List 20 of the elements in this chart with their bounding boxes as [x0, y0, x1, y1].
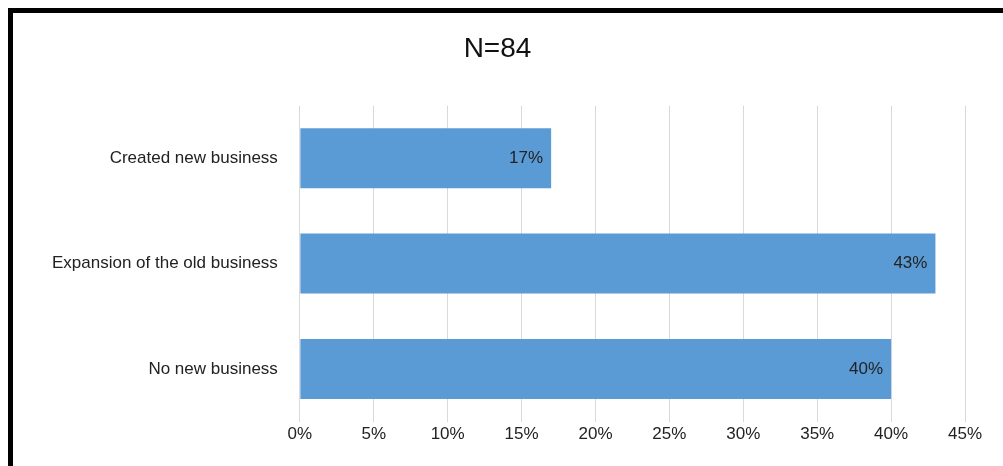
x-tick-label: 0% [287, 424, 313, 444]
chart-title: N=84 [463, 31, 532, 63]
x-tick-label: 25% [652, 424, 687, 444]
x-tick-label: 20% [578, 424, 613, 444]
y-tick-label: Created new business [109, 147, 278, 167]
x-tick-label: 15% [504, 424, 539, 444]
bar [300, 128, 552, 189]
x-tick-label: 5% [361, 424, 387, 444]
data-label: 17% [509, 147, 544, 167]
data-label: 40% [849, 358, 884, 378]
y-tick-label: Expansion of the old business [52, 253, 278, 273]
data-label: 43% [893, 253, 928, 273]
x-tick-label: 45% [947, 424, 983, 444]
x-tick-label: 10% [430, 424, 465, 444]
x-tick-label: 30% [726, 424, 761, 444]
x-tick-label: 40% [874, 424, 909, 444]
y-tick-label: No new business [148, 358, 278, 378]
bar [300, 233, 936, 294]
bar [300, 338, 892, 399]
x-tick-label: 35% [800, 424, 835, 444]
